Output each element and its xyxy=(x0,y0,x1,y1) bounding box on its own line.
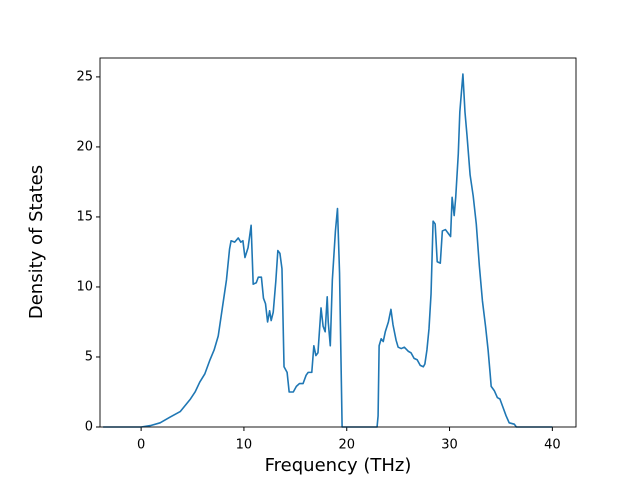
plot-frame xyxy=(99,57,577,428)
x-tick-label: 30 xyxy=(441,438,458,453)
y-axis-label: Density of States xyxy=(26,165,47,319)
y-tick-label: 10 xyxy=(76,279,93,294)
x-tick-label: 10 xyxy=(236,438,253,453)
line-series xyxy=(103,73,553,428)
y-tick-label: 0 xyxy=(85,420,93,435)
x-axis-label: Frequency (THz) xyxy=(265,455,412,476)
x-tick-label: 20 xyxy=(338,438,355,453)
x-tick-label: 40 xyxy=(544,438,561,453)
y-tick-label: 20 xyxy=(76,139,93,154)
y-tick-label: 25 xyxy=(76,69,93,84)
x-tick-label: 0 xyxy=(137,438,145,453)
y-tick-label: 15 xyxy=(76,209,93,224)
y-tick-label: 5 xyxy=(85,349,93,364)
